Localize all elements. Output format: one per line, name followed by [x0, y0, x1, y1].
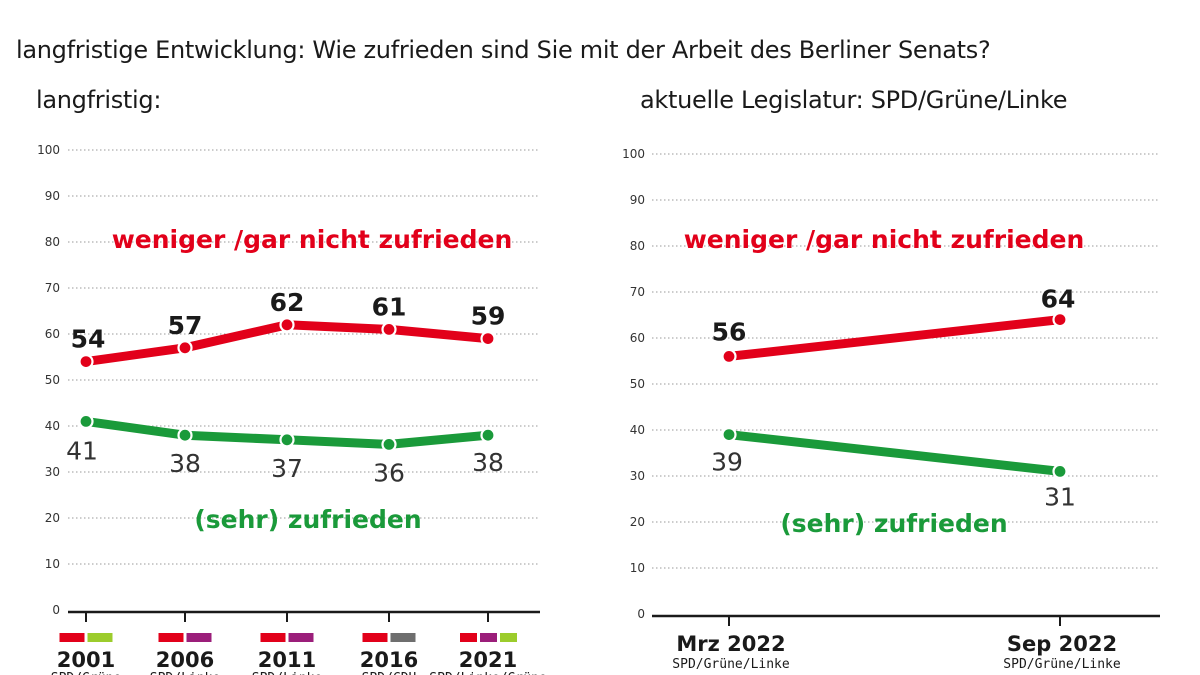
dissatisfied-series-label: weniger /gar nicht zufrieden [112, 225, 513, 254]
dissatisfied-value-label: 64 [1041, 285, 1076, 314]
party-color-swatch [480, 633, 497, 642]
y-tick-label: 90 [630, 193, 645, 207]
y-tick-label: 10 [630, 561, 645, 575]
chart-title: langfristige Entwicklung: Wie zufrieden … [16, 36, 991, 64]
dissatisfied-value-label: 54 [71, 325, 106, 354]
coalition-label: SPD/Grüne/Linke [672, 657, 790, 672]
dissatisfied-data-point [721, 348, 737, 364]
satisfied-data-point [1052, 463, 1068, 479]
y-tick-label: 10 [45, 557, 60, 571]
party-color-swatch [87, 633, 113, 642]
dissatisfied-value-label: 57 [168, 311, 203, 340]
satisfied-data-point [78, 413, 94, 429]
y-tick-label: 80 [45, 235, 60, 249]
left-chart: 0 10 20 30 40 50 60 70 80 90 100 54 57 62 61 59 41 38 37 36… [37, 143, 547, 675]
satisfied-data-point [480, 427, 496, 443]
dissatisfied-data-point [1052, 312, 1068, 328]
satisfied-value-label: 41 [66, 436, 98, 465]
satisfied-value-label: 39 [711, 448, 743, 477]
y-tick-label: 60 [630, 331, 645, 345]
y-tick-label: 30 [630, 469, 645, 483]
dissatisfied-data-point [78, 354, 94, 370]
y-tick-label: 40 [630, 423, 645, 437]
dissatisfied-series-line [724, 315, 1065, 361]
satisfied-data-point [279, 432, 295, 448]
y-tick-label: 20 [45, 511, 60, 525]
dissatisfied-value-label: 62 [270, 288, 305, 317]
satisfied-series-line [724, 430, 1065, 476]
dissatisfied-data-point [177, 340, 193, 356]
party-color-swatch [362, 633, 388, 642]
satisfied-series-label: (sehr) zufrieden [780, 509, 1007, 538]
y-tick-label: 20 [630, 515, 645, 529]
y-tick-label: 0 [52, 603, 60, 617]
satisfied-series-label: (sehr) zufrieden [194, 505, 421, 534]
coalition-label: SPD/Grüne [51, 671, 122, 675]
satisfied-value-label: 31 [1044, 482, 1076, 511]
satisfied-value-label: 38 [472, 448, 504, 477]
x-category-label: 2006 [156, 648, 214, 672]
dissatisfied-data-point [480, 331, 496, 347]
party-color-swatch [186, 633, 212, 642]
x-category-label: Mrz 2022 [676, 632, 785, 656]
x-category-label: Sep 2022 [1007, 632, 1117, 656]
dissatisfied-data-point [381, 321, 397, 337]
coalition-label: SPD/Linke [252, 671, 323, 675]
satisfied-data-point [721, 427, 737, 443]
x-category-label: 2016 [360, 648, 418, 672]
y-tick-label: 80 [630, 239, 645, 253]
y-tick-label: 90 [45, 189, 60, 203]
y-tick-label: 40 [45, 419, 60, 433]
dissatisfied-value-label: 56 [712, 317, 747, 346]
y-tick-label: 100 [622, 147, 645, 161]
left-chart-title: langfristig: [36, 86, 162, 114]
dissatisfied-data-point [279, 317, 295, 333]
y-tick-label: 0 [637, 607, 645, 621]
party-color-swatch [288, 633, 314, 642]
y-tick-label: 50 [630, 377, 645, 391]
party-color-swatch [158, 633, 184, 642]
satisfied-value-label: 36 [373, 458, 405, 487]
party-color-swatch [59, 633, 85, 642]
y-tick-label: 70 [630, 285, 645, 299]
coalition-label: SPD/Linke/Grüne [429, 671, 547, 675]
x-category-label: 2001 [57, 648, 115, 672]
party-color-swatch [260, 633, 286, 642]
party-color-swatch [390, 633, 416, 642]
satisfied-value-label: 38 [169, 449, 201, 478]
y-tick-label: 70 [45, 281, 60, 295]
coalition-label: SPD/CDU [362, 671, 417, 675]
party-color-swatch [460, 633, 477, 642]
x-category-label: 2021 [459, 648, 517, 672]
dissatisfied-series-label: weniger /gar nicht zufrieden [684, 225, 1085, 254]
satisfied-data-point [177, 427, 193, 443]
y-tick-label: 50 [45, 373, 60, 387]
right-chart: 0 10 20 30 40 50 60 70 80 90 100 56 64 39 31 weniger /g… [622, 147, 1160, 672]
satisfied-value-label: 37 [271, 454, 303, 483]
y-tick-label: 30 [45, 465, 60, 479]
satisfied-data-point [381, 436, 397, 452]
x-category-label: 2011 [258, 648, 316, 672]
coalition-label: SPD/Grüne/Linke [1003, 657, 1121, 672]
party-color-swatch [500, 633, 517, 642]
dissatisfied-value-label: 59 [471, 302, 506, 331]
dissatisfied-value-label: 61 [372, 292, 407, 321]
coalition-label: SPD/Linke [150, 671, 221, 675]
right-chart-title: aktuelle Legislatur: SPD/Grüne/Linke [640, 86, 1068, 114]
y-tick-label: 100 [37, 143, 60, 157]
y-tick-label: 60 [45, 327, 60, 341]
